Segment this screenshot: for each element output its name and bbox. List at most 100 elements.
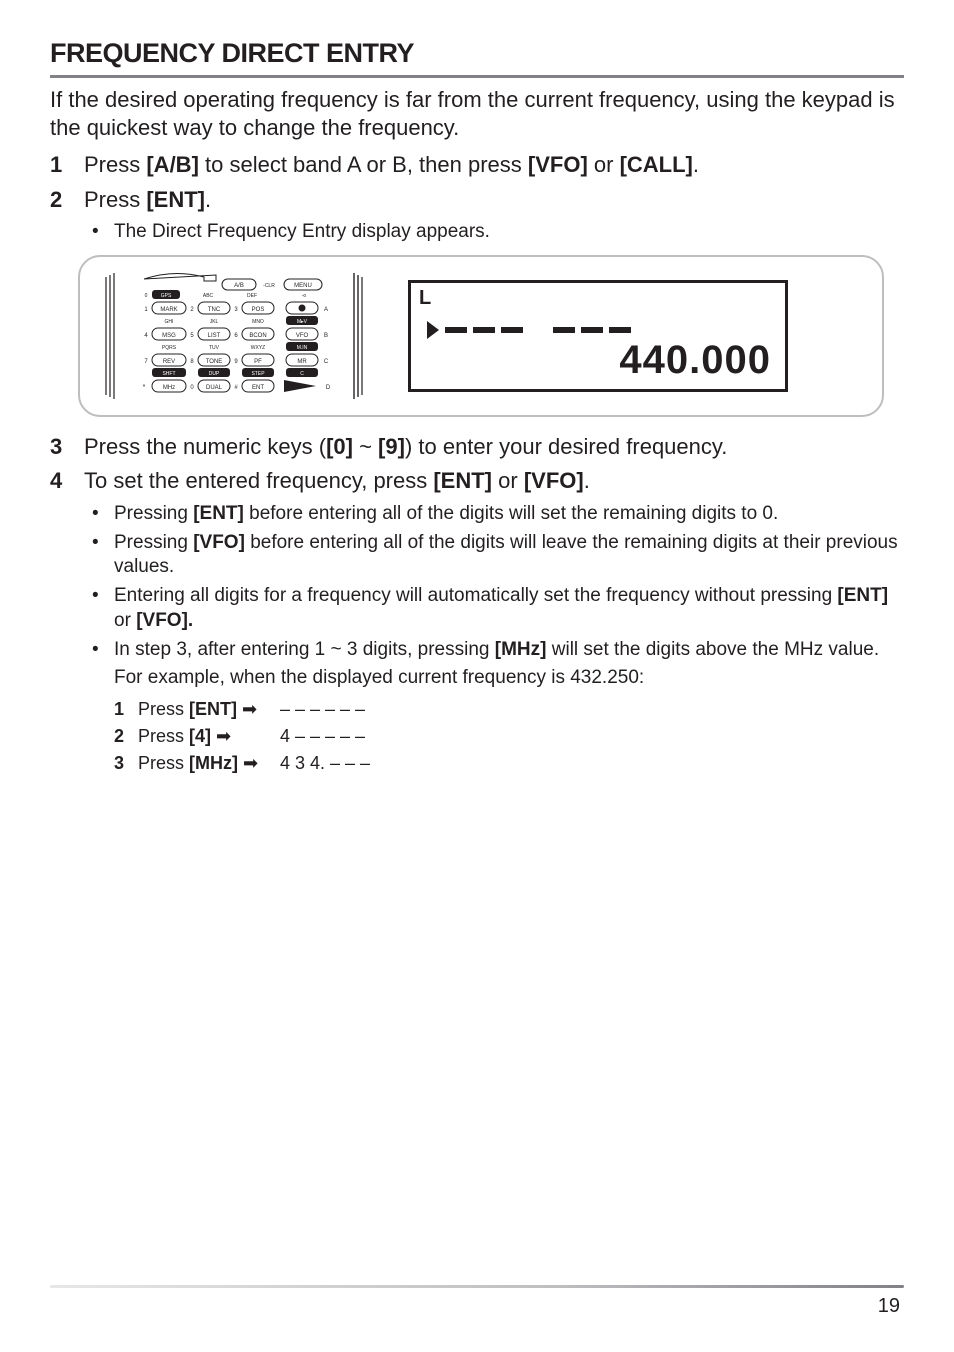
svg-text:MSG: MSG (162, 333, 176, 339)
text: Pressing (114, 503, 193, 524)
svg-text:DEF: DEF (247, 293, 257, 299)
text: Pressing (114, 532, 193, 553)
key-label: [9] (378, 434, 405, 459)
svg-text:D: D (326, 385, 331, 391)
example-row: 2 Press [4] ➡ 4 – – – – – (114, 724, 904, 749)
step-body: Press [A/B] to select band A or B, then … (84, 151, 904, 180)
text: In step 3, after entering 1 ~ 3 digits, … (114, 639, 495, 660)
svg-text:2: 2 (190, 307, 194, 313)
figure-box: A/B -CLR MENU 0 GPS ABC DEF -o 1 MARK 2 … (78, 255, 884, 417)
bullet-body: Entering all digits for a frequency will… (114, 584, 904, 633)
key-label: [ENT] (193, 503, 244, 524)
svg-text:A: A (324, 307, 328, 313)
svg-text:PF: PF (254, 359, 262, 365)
svg-text:6: 6 (234, 333, 238, 339)
step-1: 1 Press [A/B] to select band A or B, the… (50, 151, 904, 180)
svg-text:WXYZ: WXYZ (251, 345, 265, 351)
page-number: 19 (878, 1295, 900, 1318)
example-row: 3 Press [MHz] ➡ 4 3 4. – – – (114, 751, 904, 776)
svg-text:M▸V: M▸V (297, 319, 308, 325)
svg-text:POS: POS (252, 307, 265, 313)
example-num: 2 (114, 724, 138, 749)
step-4: 4 To set the entered frequency, press [E… (50, 467, 904, 496)
key-label: [ENT] (146, 187, 205, 212)
key-label: [ENT] (837, 585, 888, 606)
key-label: [CALL] (620, 152, 693, 177)
key-label: [VFO]. (136, 610, 193, 631)
text: before entering all of the digits will s… (244, 503, 778, 524)
svg-text:TUV: TUV (209, 345, 220, 351)
svg-text:C: C (324, 359, 329, 365)
svg-text:VFO: VFO (296, 333, 309, 339)
bullet-dot: • (86, 584, 114, 633)
bullet-body: Pressing [ENT] before entering all of th… (114, 502, 904, 527)
svg-text:8: 8 (190, 359, 194, 365)
step-body: To set the entered frequency, press [ENT… (84, 467, 904, 496)
bullet-body: The Direct Frequency Entry display appea… (114, 220, 904, 245)
bullet-dot: • (86, 220, 114, 245)
example-action: Press [4] ➡ (138, 724, 280, 749)
dash (501, 327, 523, 333)
svg-text:*: * (143, 384, 146, 391)
step-number: 1 (50, 151, 84, 180)
example-row: 1 Press [ENT] ➡ – – – – – – (114, 697, 904, 722)
text: Press the numeric keys ( (84, 434, 326, 459)
step-body: Press the numeric keys ([0] ~ [9]) to en… (84, 433, 904, 462)
bullet-body: In step 3, after entering 1 ~ 3 digits, … (114, 638, 904, 779)
lcd-display: L 440.000 (408, 280, 788, 392)
key-label: [ENT] (433, 468, 492, 493)
svg-text:0: 0 (190, 385, 194, 391)
svg-text:MARK: MARK (160, 307, 177, 313)
bullet-item: • Pressing [VFO] before entering all of … (86, 531, 904, 580)
svg-text:MNO: MNO (252, 319, 264, 325)
dash (445, 327, 467, 333)
svg-text:-CLR: -CLR (263, 283, 275, 289)
svg-text:MHz: MHz (163, 385, 175, 391)
text: will set the digits above the MHz value. (546, 639, 879, 660)
svg-text:STEP: STEP (251, 371, 265, 377)
section-heading: FREQUENCY DIRECT ENTRY (50, 38, 904, 69)
svg-text:JKL: JKL (210, 319, 219, 325)
svg-text:A/B: A/B (234, 283, 244, 289)
svg-text:BCON: BCON (249, 333, 266, 339)
keypad-illustration: A/B -CLR MENU 0 GPS ABC DEF -o 1 MARK 2 … (104, 271, 364, 401)
step-body: Press [ENT]. (84, 186, 904, 215)
text: . (205, 187, 211, 212)
svg-text:9: 9 (234, 359, 238, 365)
svg-text:PQRS: PQRS (162, 345, 177, 351)
dash (609, 327, 631, 333)
svg-text:SHFT: SHFT (162, 371, 175, 377)
svg-text:REV: REV (163, 359, 175, 365)
example-result: 4 – – – – – (280, 724, 904, 749)
bullet-item: • In step 3, after entering 1 ~ 3 digits… (86, 638, 904, 779)
text: ) to enter your desired frequency. (405, 434, 727, 459)
bullet-body: Pressing [VFO] before entering all of th… (114, 531, 904, 580)
dash (581, 327, 603, 333)
key-label: [A/B] (146, 152, 199, 177)
text: Entering all digits for a frequency will… (114, 585, 837, 606)
text: To set the entered frequency, press (84, 468, 433, 493)
svg-text:-o: -o (302, 293, 307, 299)
cursor-icon (427, 321, 439, 339)
example-action: Press [ENT] ➡ (138, 697, 280, 722)
text: Press (84, 187, 146, 212)
svg-text:MENU: MENU (294, 283, 312, 289)
svg-text:TONE: TONE (206, 359, 223, 365)
svg-text:TNC: TNC (208, 307, 221, 313)
dash (473, 327, 495, 333)
svg-text:1: 1 (144, 307, 148, 313)
text: to select band A or B, then press (199, 152, 528, 177)
dash (553, 327, 575, 333)
bullet-dot: • (86, 638, 114, 779)
svg-text:7: 7 (144, 359, 148, 365)
key-label: [VFO] (193, 532, 245, 553)
svg-text:#: # (234, 385, 238, 391)
text: ~ (353, 434, 378, 459)
step-3: 3 Press the numeric keys ([0] ~ [9]) to … (50, 433, 904, 462)
intro-paragraph: If the desired operating frequency is fa… (50, 86, 904, 141)
svg-text:4: 4 (144, 333, 148, 339)
example-action: Press [MHz] ➡ (138, 751, 280, 776)
step-number: 2 (50, 186, 84, 215)
text: . (693, 152, 699, 177)
svg-text:MR: MR (297, 359, 307, 365)
